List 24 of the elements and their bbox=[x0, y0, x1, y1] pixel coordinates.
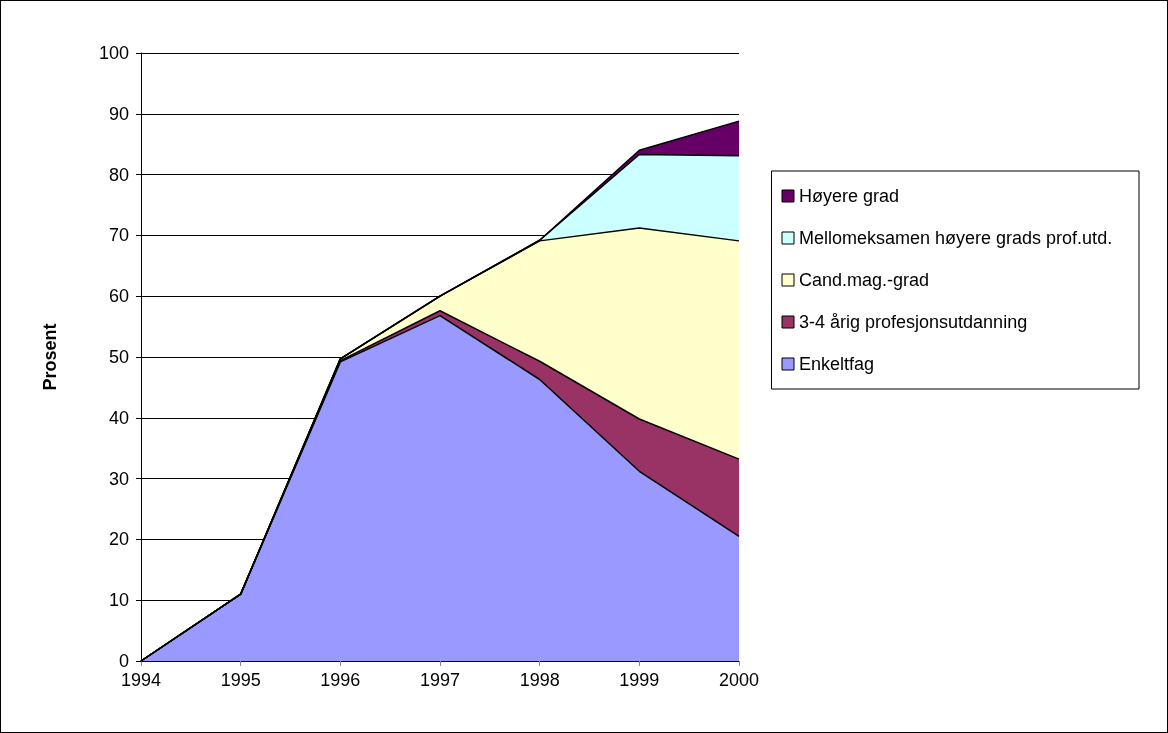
legend-label: Cand.mag.-grad bbox=[799, 270, 930, 290]
x-tick-label: 1998 bbox=[519, 670, 560, 690]
y-tick-label: 60 bbox=[108, 286, 129, 307]
x-tick-label: 1996 bbox=[320, 670, 361, 690]
x-tick-label: 1999 bbox=[619, 670, 660, 690]
legend-label: 3-4 årig profesjonsutdanning bbox=[799, 312, 1028, 332]
x-tick-label: 1995 bbox=[220, 670, 261, 690]
x-tick-label: 1997 bbox=[419, 670, 461, 690]
y-tick-label: 90 bbox=[108, 103, 129, 124]
x-tick-label: 2000 bbox=[718, 670, 760, 690]
y-tick-label: 80 bbox=[108, 164, 129, 185]
y-tick-label: 30 bbox=[108, 468, 129, 489]
y-tick-label: 0 bbox=[118, 651, 129, 671]
y-axis-title: Prosent bbox=[40, 323, 60, 391]
x-tick-label: 1994 bbox=[120, 670, 162, 690]
legend-label: Enkeltfag bbox=[799, 354, 875, 374]
y-tick-label: 50 bbox=[108, 347, 129, 367]
y-tick-label: 10 bbox=[108, 590, 129, 611]
y-tick-label: 70 bbox=[108, 225, 129, 246]
legend-label: Mellomeksamen høyere grads prof.utd. bbox=[799, 228, 1113, 248]
y-tick-label: 20 bbox=[108, 529, 129, 550]
y-tick-label: 40 bbox=[108, 407, 129, 428]
y-tick-label: 100 bbox=[98, 43, 129, 63]
legend-label: Høyere grad bbox=[799, 186, 900, 206]
